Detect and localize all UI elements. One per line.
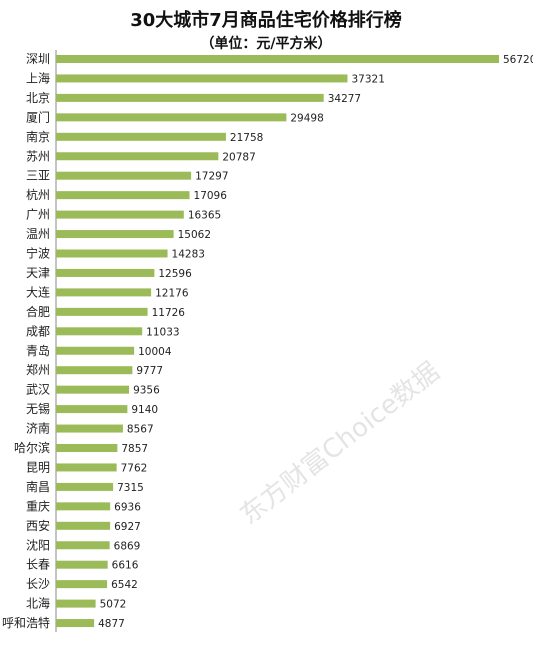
bar <box>56 502 111 511</box>
bar <box>56 74 348 83</box>
category-label: 郑州 <box>26 362 50 377</box>
category-label: 三亚 <box>26 169 50 183</box>
category-label: 沈阳 <box>26 537 50 552</box>
bar <box>56 288 152 297</box>
category-label: 成都 <box>26 324 50 338</box>
bar <box>56 327 143 336</box>
bar <box>56 346 135 355</box>
bar <box>56 191 190 200</box>
data-label: 9777 <box>136 365 163 377</box>
data-label: 16365 <box>188 210 221 222</box>
data-label: 6542 <box>111 579 138 591</box>
bar <box>56 580 108 589</box>
category-label: 宁波 <box>26 246 50 261</box>
category-label: 苏州 <box>26 149 50 163</box>
category-label: 广州 <box>26 208 50 222</box>
category-label: 北海 <box>26 596 50 611</box>
data-label: 20787 <box>222 151 255 163</box>
data-label: 11033 <box>146 326 179 338</box>
watermark: 东方财富Choice数据 <box>235 357 446 531</box>
bar <box>56 599 96 608</box>
category-label: 深圳 <box>26 52 50 66</box>
bar <box>56 366 133 375</box>
category-label: 重庆 <box>26 499 50 513</box>
bar <box>56 113 287 122</box>
bar <box>56 93 324 102</box>
data-label: 11726 <box>152 307 186 319</box>
data-label: 17096 <box>194 190 228 202</box>
category-label: 昆明 <box>26 460 50 474</box>
data-label: 8567 <box>127 424 154 436</box>
bar <box>56 405 128 414</box>
category-label: 武汉 <box>26 383 50 397</box>
category-label: 北京 <box>26 91 50 105</box>
data-label: 37321 <box>351 73 384 85</box>
category-label: 厦门 <box>26 109 50 124</box>
category-label: 长沙 <box>26 577 50 591</box>
bar <box>56 230 174 239</box>
category-label: 青岛 <box>26 343 50 358</box>
category-label: 南京 <box>26 129 50 144</box>
bar <box>56 619 95 628</box>
bar <box>56 482 114 491</box>
bar <box>56 268 155 277</box>
data-label: 7762 <box>121 462 148 474</box>
bar <box>56 444 118 452</box>
data-label: 9356 <box>133 385 160 397</box>
category-label: 南昌 <box>26 479 50 494</box>
data-label: 17297 <box>195 171 228 183</box>
data-label: 12596 <box>158 268 192 280</box>
data-label: 7857 <box>121 443 148 455</box>
data-label: 6616 <box>112 560 139 572</box>
category-label: 呼和浩特 <box>2 615 50 630</box>
bar <box>56 249 168 258</box>
category-label: 上海 <box>26 70 50 85</box>
data-label: 7315 <box>117 482 144 494</box>
chart-title: 30大城市7月商品住宅价格排行榜 <box>130 9 402 31</box>
category-label: 温州 <box>26 227 50 241</box>
bar <box>56 560 108 569</box>
category-label: 长春 <box>26 558 50 572</box>
data-label: 4877 <box>98 618 125 630</box>
bar <box>56 521 111 530</box>
data-label: 10004 <box>138 346 172 358</box>
data-label: 21758 <box>230 132 263 144</box>
category-label: 大连 <box>26 284 50 299</box>
bars-group: 深圳 56720 上海 37321 北京 34277 厦门 29498 南京 21758 苏州 207… <box>2 52 533 630</box>
data-label: 29498 <box>290 112 323 124</box>
bar <box>56 385 130 394</box>
bar <box>56 171 192 180</box>
data-label: 9140 <box>131 404 158 416</box>
category-label: 杭州 <box>26 187 50 202</box>
data-label: 6927 <box>114 521 141 533</box>
bar <box>56 55 499 63</box>
bar <box>56 307 148 316</box>
data-label: 14283 <box>172 249 205 261</box>
category-label: 合肥 <box>26 304 50 319</box>
data-label: 15062 <box>178 229 211 241</box>
data-label: 6869 <box>114 540 141 552</box>
data-label: 12176 <box>155 287 189 299</box>
category-label: 天津 <box>26 266 50 280</box>
bar <box>56 152 219 161</box>
category-label: 无锡 <box>26 401 50 416</box>
bar <box>56 210 184 219</box>
bar <box>56 541 110 550</box>
data-label: 6936 <box>114 501 141 513</box>
data-label: 56720 <box>503 54 533 66</box>
bar <box>56 463 117 472</box>
data-label: 34277 <box>328 93 361 105</box>
category-label: 西安 <box>26 518 50 533</box>
bar <box>56 424 123 433</box>
data-label: 5072 <box>100 599 127 611</box>
category-label: 济南 <box>26 421 50 436</box>
bar <box>56 132 226 141</box>
category-label: 哈尔滨 <box>14 440 50 455</box>
chart-subtitle: （单位：元/平方米） <box>200 35 331 52</box>
